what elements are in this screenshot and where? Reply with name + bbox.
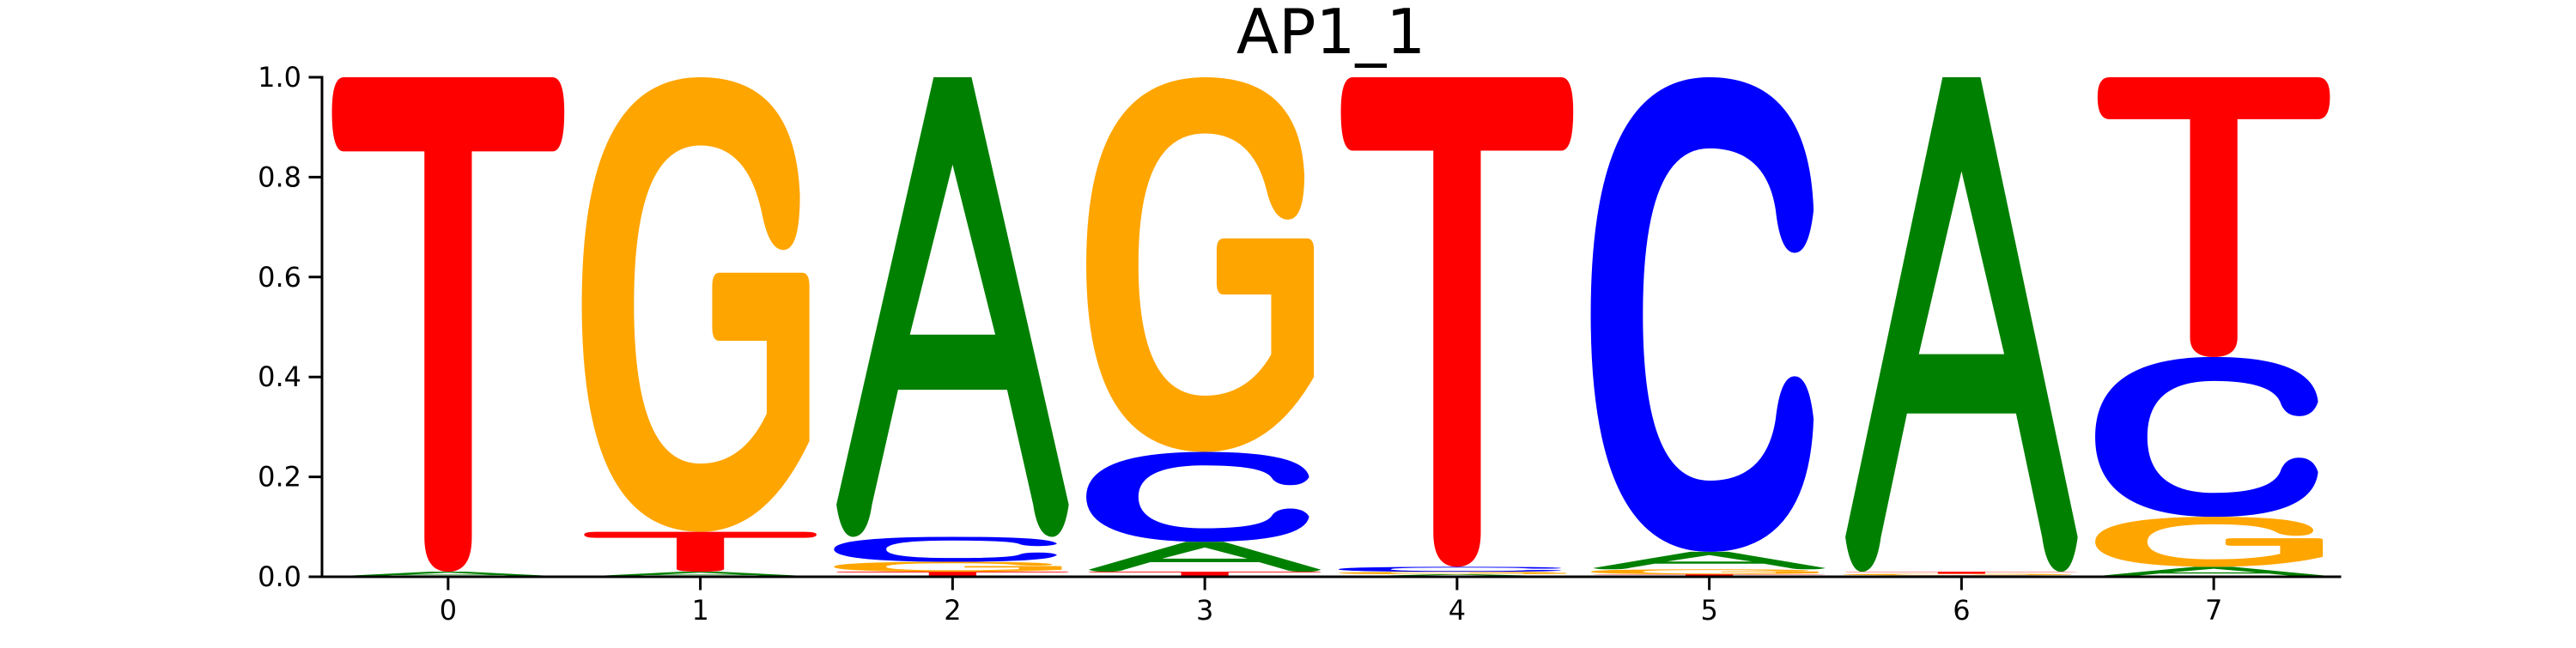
letter-G-pos-2 — [834, 561, 1062, 572]
y-tick-label: 0.6 — [258, 261, 301, 294]
letter-C-pos-3 — [1086, 451, 1309, 542]
y-tick-label: 0.8 — [258, 160, 301, 193]
letter-T-pos-1 — [584, 531, 817, 572]
letters-layer — [331, 77, 2330, 577]
letter-T-pos-0 — [331, 77, 565, 572]
x-tick-label: 5 — [1700, 594, 1717, 627]
letter-T-pos-4 — [1340, 77, 1574, 567]
letter-G-pos-1 — [581, 77, 810, 532]
letter-C-pos-7 — [2095, 356, 2318, 518]
x-tick-label: 6 — [1953, 594, 1970, 627]
letter-C-pos-5 — [1590, 77, 1814, 552]
letter-T-pos-3 — [1088, 572, 1321, 577]
y-tick-label: 0.0 — [258, 560, 301, 593]
letter-G-pos-5 — [1590, 569, 1819, 575]
letter-A-pos-2 — [836, 77, 1069, 537]
letter-G-pos-6 — [1843, 573, 2071, 576]
letter-A-pos-6 — [1845, 77, 2078, 572]
letter-A-pos-7 — [2097, 566, 2330, 577]
x-tick-label: 3 — [1196, 594, 1213, 627]
letter-A-pos-5 — [1593, 551, 1826, 570]
letter-T-pos-6 — [1845, 572, 2078, 574]
chart-title: AP1_1 — [1236, 0, 1425, 68]
axes-layer: 0.0 0.2 0.4 0.6 0.8 1.0 0 1 2 3 4 5 6 7 — [258, 61, 2342, 627]
x-tick-label: 7 — [2205, 594, 2222, 627]
letter-T-pos-7 — [2097, 77, 2330, 357]
x-tick-label: 0 — [440, 594, 457, 627]
letter-G-pos-7 — [2095, 517, 2324, 567]
x-tick-label: 4 — [1449, 594, 1466, 627]
letter-T-pos-2 — [836, 572, 1069, 577]
y-tick-label: 0.4 — [258, 360, 301, 393]
letter-G-pos-3 — [1086, 77, 1315, 452]
y-tick-label: 0.2 — [258, 461, 301, 494]
letter-A-pos-3 — [1088, 542, 1321, 572]
letter-C-pos-4 — [1338, 566, 1562, 572]
letter-C-pos-2 — [834, 536, 1057, 562]
letter-G-pos-4 — [1338, 572, 1566, 575]
x-tick-label: 2 — [944, 594, 961, 627]
y-tick-label: 1.0 — [258, 61, 301, 94]
x-tick-label: 1 — [691, 594, 708, 627]
